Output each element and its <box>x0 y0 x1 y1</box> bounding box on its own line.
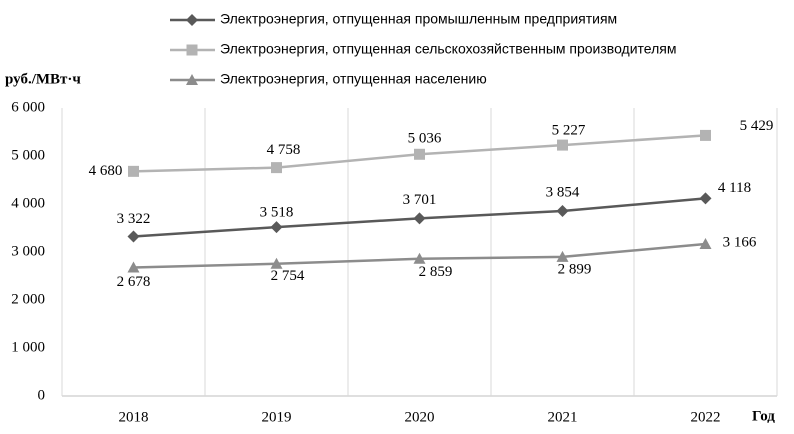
y-axis-label: руб./МВт·ч <box>5 71 81 87</box>
point <box>271 162 282 174</box>
data-label: 4 680 <box>89 163 123 179</box>
data-label: 2 899 <box>558 261 592 277</box>
data-label: 3 701 <box>403 192 437 208</box>
data-label: 4 758 <box>267 142 301 158</box>
y-tick-label: 0 <box>38 387 46 403</box>
data-label: 4 118 <box>718 180 751 196</box>
point <box>413 212 426 225</box>
y-tick-label: 5 000 <box>11 147 45 163</box>
data-label: 3 854 <box>546 184 580 200</box>
data-label: 5 036 <box>408 131 442 147</box>
point <box>127 261 140 273</box>
point <box>128 165 139 177</box>
legend-marker <box>186 74 198 85</box>
point <box>270 221 283 234</box>
point <box>699 238 712 250</box>
x-tick-label: 2019 <box>262 409 292 425</box>
x-tick-label: 2021 <box>548 409 578 425</box>
data-label: 5 429 <box>740 118 774 134</box>
legend-marker <box>186 14 198 26</box>
point <box>414 148 425 160</box>
point <box>413 252 426 264</box>
point <box>700 129 711 141</box>
data-label: 5 227 <box>552 123 586 139</box>
point <box>270 257 283 269</box>
data-label: 2 754 <box>271 268 305 284</box>
x-tick-label: 2022 <box>691 409 721 425</box>
y-tick-label: 4 000 <box>11 195 45 211</box>
data-label: 3 322 <box>117 211 151 227</box>
point <box>127 230 140 243</box>
y-tick-label: 1 000 <box>11 339 45 355</box>
data-label: 2 859 <box>419 264 453 280</box>
data-label: 3 518 <box>260 205 294 221</box>
legend-label: Электроэнергия, отпущенная промышленным … <box>220 11 617 27</box>
y-tick-label: 3 000 <box>11 243 45 259</box>
legend-label: Электроэнергия, отпущенная населению <box>220 71 487 87</box>
data-label: 2 678 <box>117 274 151 290</box>
data-label: 3 166 <box>723 234 757 250</box>
point <box>556 250 569 262</box>
x-tick-label: 2020 <box>405 409 435 425</box>
point <box>699 192 712 205</box>
legend-label: Электроэнергия, отпущенная сельскохозяйс… <box>220 41 677 57</box>
y-tick-label: 6 000 <box>11 99 45 115</box>
point <box>556 205 569 218</box>
x-axis-label: Год <box>752 408 775 424</box>
point <box>557 139 568 151</box>
y-tick-label: 2 000 <box>11 291 45 307</box>
legend-marker <box>186 44 198 56</box>
x-tick-label: 2018 <box>119 409 149 425</box>
